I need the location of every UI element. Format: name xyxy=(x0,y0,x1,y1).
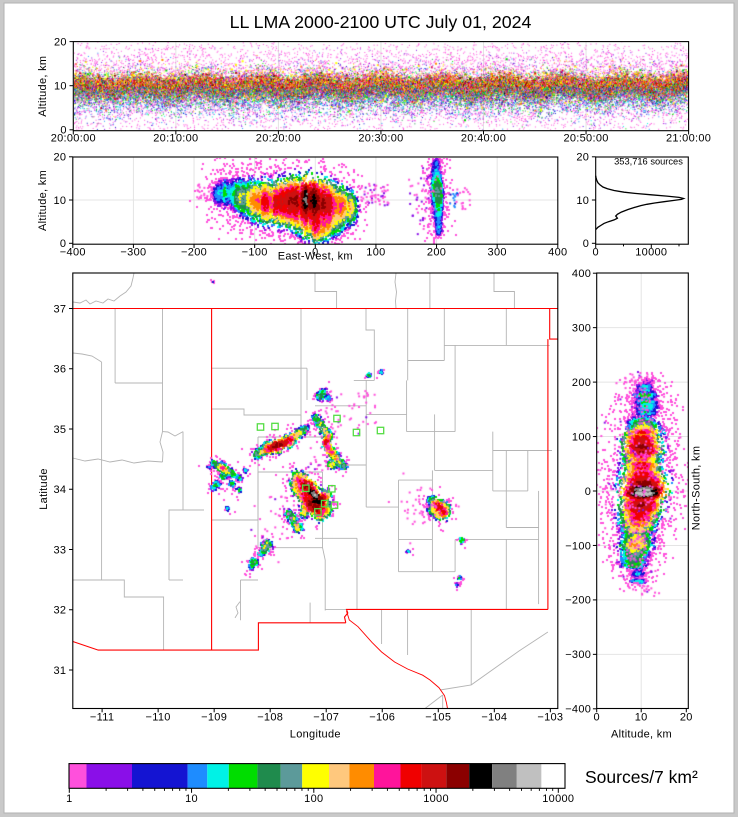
svg-text:200: 200 xyxy=(427,247,446,259)
svg-text:−105: −105 xyxy=(425,712,451,724)
svg-text:1000: 1000 xyxy=(423,793,449,805)
svg-text:−106: −106 xyxy=(369,712,395,724)
svg-text:10: 10 xyxy=(635,712,648,724)
svg-text:0: 0 xyxy=(583,238,589,250)
svg-text:20:00:00: 20:00:00 xyxy=(51,133,96,145)
svg-text:0: 0 xyxy=(60,238,66,250)
svg-text:100: 100 xyxy=(366,247,385,259)
svg-text:−109: −109 xyxy=(201,712,227,724)
svg-text:−111: −111 xyxy=(90,712,114,724)
svg-text:36: 36 xyxy=(53,364,66,376)
svg-text:−300: −300 xyxy=(120,247,146,259)
svg-text:Latitude: Latitude xyxy=(38,468,50,510)
svg-text:−110: −110 xyxy=(146,712,171,724)
svg-text:300: 300 xyxy=(488,247,507,259)
svg-text:10: 10 xyxy=(185,793,198,805)
svg-text:Longitude: Longitude xyxy=(290,729,341,741)
svg-text:−104: −104 xyxy=(481,712,507,724)
svg-text:Altitude, km: Altitude, km xyxy=(37,170,49,231)
svg-text:20: 20 xyxy=(54,36,67,48)
svg-text:20: 20 xyxy=(53,152,66,164)
svg-text:20:20:00: 20:20:00 xyxy=(256,133,301,145)
svg-text:0: 0 xyxy=(592,247,598,259)
svg-text:34: 34 xyxy=(53,484,66,496)
svg-text:10: 10 xyxy=(54,81,67,93)
svg-text:10: 10 xyxy=(53,195,66,207)
svg-text:0: 0 xyxy=(60,125,66,137)
svg-text:−103: −103 xyxy=(537,712,563,724)
svg-text:−107: −107 xyxy=(313,712,339,724)
svg-text:200: 200 xyxy=(572,377,591,389)
svg-text:Altitude, km: Altitude, km xyxy=(37,56,49,117)
svg-text:353,716 sources: 353,716 sources xyxy=(614,157,683,167)
svg-text:0: 0 xyxy=(585,486,591,498)
svg-text:−400: −400 xyxy=(60,247,86,259)
svg-text:400: 400 xyxy=(548,247,567,259)
svg-text:North-South, km: North-South, km xyxy=(691,446,703,531)
svg-text:33: 33 xyxy=(53,544,66,556)
svg-text:−200: −200 xyxy=(181,247,207,259)
svg-text:−300: −300 xyxy=(565,649,591,661)
svg-text:20:40:00: 20:40:00 xyxy=(461,133,506,145)
svg-text:21:00:00: 21:00:00 xyxy=(666,133,711,145)
svg-text:32: 32 xyxy=(53,605,66,617)
svg-text:−108: −108 xyxy=(257,712,283,724)
svg-text:37: 37 xyxy=(53,303,66,315)
svg-text:20:30:00: 20:30:00 xyxy=(358,133,403,145)
svg-text:LL LMA 2000-2100 UTC July 01,: LL LMA 2000-2100 UTC July 01, 2024 xyxy=(230,12,532,32)
svg-text:31: 31 xyxy=(53,665,66,677)
svg-text:300: 300 xyxy=(572,322,591,334)
svg-text:1: 1 xyxy=(66,793,72,805)
svg-text:East-West, km: East-West, km xyxy=(278,251,353,263)
svg-text:400: 400 xyxy=(572,268,591,280)
svg-text:Altitude, km: Altitude, km xyxy=(611,729,672,741)
svg-text:100: 100 xyxy=(304,793,323,805)
svg-text:Sources/7 km²: Sources/7 km² xyxy=(585,767,698,787)
svg-text:20: 20 xyxy=(680,712,693,724)
svg-text:100: 100 xyxy=(572,431,591,443)
svg-text:10: 10 xyxy=(576,195,589,207)
svg-text:10000: 10000 xyxy=(635,247,667,259)
svg-text:−400: −400 xyxy=(565,704,591,716)
svg-text:−100: −100 xyxy=(242,247,268,259)
svg-text:0: 0 xyxy=(593,712,599,724)
svg-text:0: 0 xyxy=(312,247,318,259)
svg-text:20: 20 xyxy=(576,152,589,164)
svg-text:−100: −100 xyxy=(565,540,591,552)
svg-text:35: 35 xyxy=(53,424,66,436)
svg-text:−200: −200 xyxy=(565,595,591,607)
svg-text:20:50:00: 20:50:00 xyxy=(563,133,608,145)
svg-text:20:10:00: 20:10:00 xyxy=(153,133,198,145)
svg-text:10000: 10000 xyxy=(542,793,574,805)
